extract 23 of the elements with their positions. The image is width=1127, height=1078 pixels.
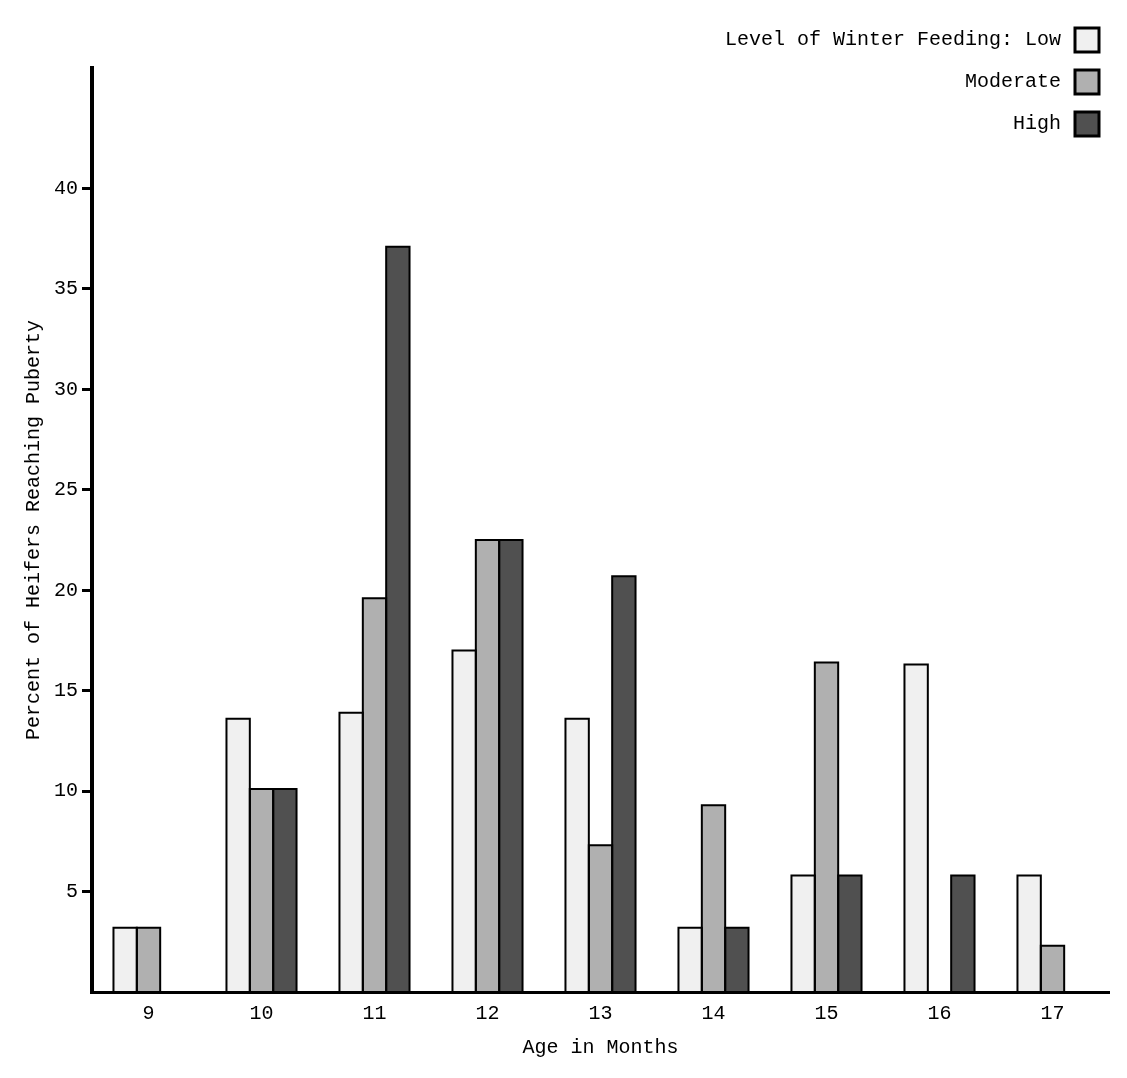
- y-tick-label: 10: [53, 779, 78, 803]
- y-tick-label: 15: [53, 678, 78, 702]
- x-tick-label: 12: [475, 1002, 500, 1026]
- x-tick-label: 9: [142, 1002, 155, 1026]
- y-tick-label: 35: [53, 277, 78, 301]
- x-axis-title: Age in Months: [522, 1036, 679, 1060]
- x-tick-label: 17: [1040, 1002, 1065, 1026]
- legend-label: High: [1012, 112, 1061, 136]
- legend-label: Low: [1024, 28, 1061, 52]
- y-tick-label: 40: [53, 176, 78, 200]
- x-tick-label: 11: [362, 1002, 387, 1026]
- x-tick-label: 10: [249, 1002, 274, 1026]
- legend-title: Level of Winter Feeding:: [724, 28, 1013, 52]
- x-tick-label: 16: [927, 1002, 952, 1026]
- y-tick-label: 5: [65, 879, 78, 903]
- x-tick-label: 13: [588, 1002, 613, 1026]
- y-tick-label: 30: [53, 377, 78, 401]
- y-tick-label: 25: [53, 478, 78, 502]
- x-tick-label: 14: [701, 1002, 726, 1026]
- y-axis-title: Percent of Heifers Reaching Puberty: [22, 319, 46, 741]
- y-tick-label: 20: [53, 578, 78, 602]
- legend-label: Moderate: [964, 70, 1061, 94]
- x-tick-label: 15: [814, 1002, 839, 1026]
